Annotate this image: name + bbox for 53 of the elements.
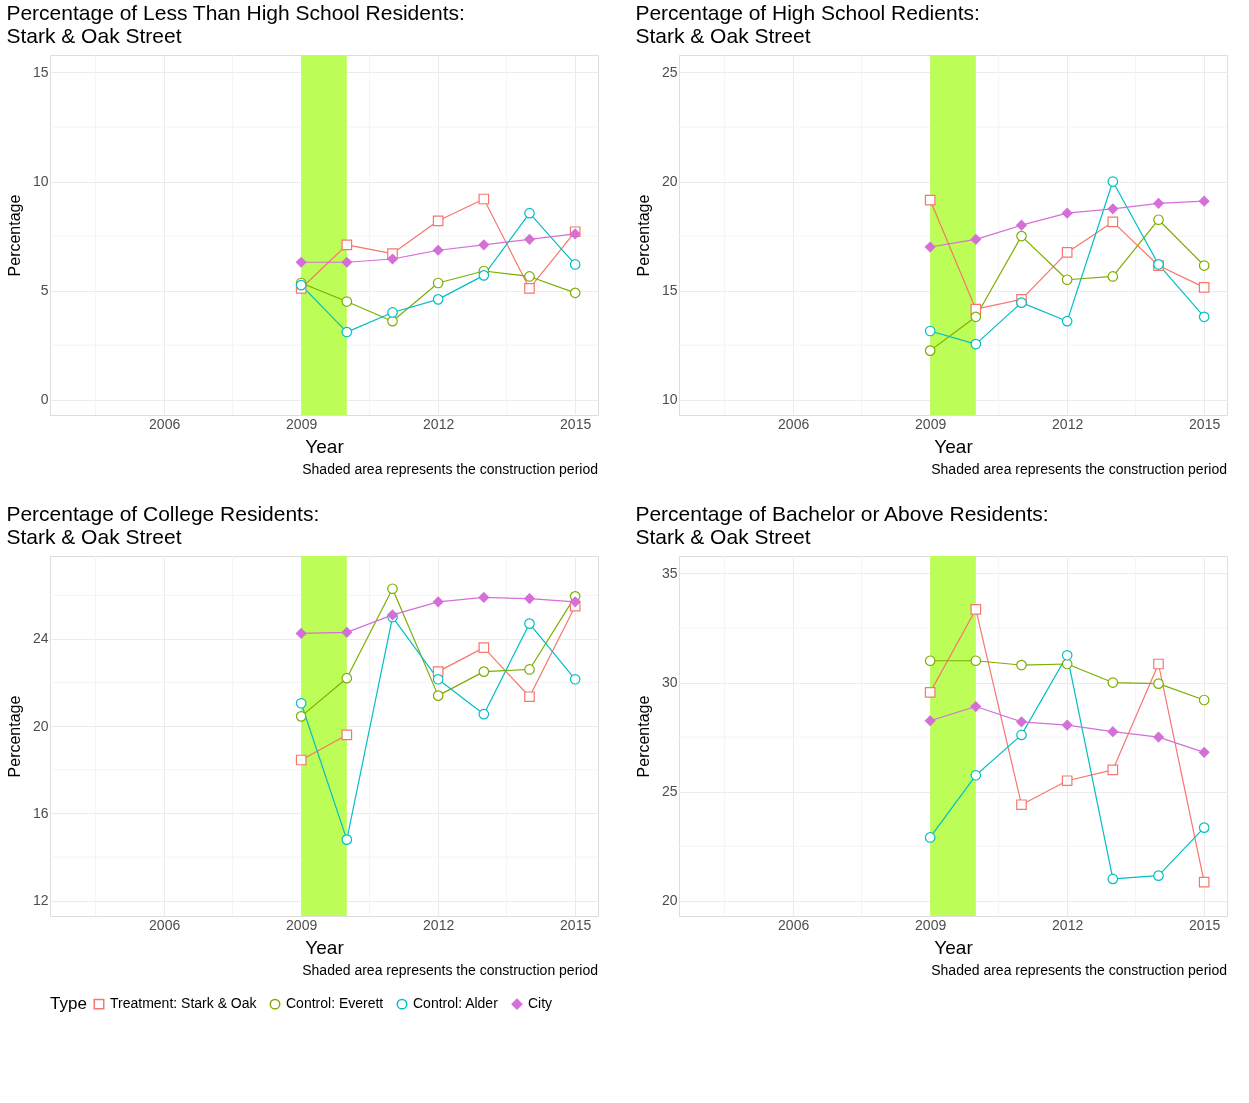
legend-label: Control: Alder <box>413 995 499 1012</box>
x-tick-label: 2012 <box>423 916 455 933</box>
x-tick-label: 2006 <box>149 916 181 933</box>
chart-title: Percentage of High School Redients: Stark & Oak Street <box>635 0 980 47</box>
y-tick-label: 20 <box>661 173 678 190</box>
x-axis-title: Year <box>934 435 974 457</box>
x-tick-label: 2015 <box>1189 415 1221 432</box>
y-tick-label: 30 <box>661 674 678 691</box>
x-tick-label: 2009 <box>286 415 318 432</box>
y-tick-label: 15 <box>32 63 49 80</box>
y-tick-label: 25 <box>661 63 678 80</box>
legend-label: City <box>528 995 553 1012</box>
x-tick-label: 2015 <box>560 415 592 432</box>
y-tick-label: 16 <box>32 804 49 821</box>
x-tick-label: 2012 <box>1052 916 1084 933</box>
x-axis-title: Year <box>305 936 345 958</box>
y-tick-label: 25 <box>661 783 678 800</box>
y-tick-label: 5 <box>40 282 49 299</box>
y-axis-title: Percentage <box>634 194 652 277</box>
chart-title: Percentage of College Residents: Stark & Oak Street <box>6 501 320 548</box>
y-tick-label: 20 <box>32 717 49 734</box>
x-tick-label: 2009 <box>286 916 318 933</box>
x-tick-label: 2006 <box>149 415 181 432</box>
x-tick-label: 2006 <box>778 916 810 933</box>
x-tick-label: 2015 <box>560 916 592 933</box>
text: Shaded area represents the construction period <box>302 962 598 978</box>
y-tick-label: 35 <box>661 564 678 581</box>
y-tick-label: 15 <box>661 282 678 299</box>
y-axis-title: Percentage <box>634 695 652 778</box>
text: Shaded area represents the construction period <box>931 461 1227 477</box>
y-tick-label: 10 <box>32 173 49 190</box>
chart-title: Percentage of Less Than High School Residents: Stark & Oak Street <box>6 0 465 47</box>
x-tick-label: 2006 <box>778 415 810 432</box>
chart-title: Percentage of Bachelor or Above Residents: Stark & Oak Street <box>635 501 1049 548</box>
legend-label: Treatment: Stark & Oak <box>110 995 258 1012</box>
y-axis-title: Percentage <box>5 695 23 778</box>
x-tick-label: 2012 <box>1052 415 1084 432</box>
x-tick-label: 2012 <box>423 415 455 432</box>
y-tick-label: 20 <box>661 892 678 909</box>
y-axis-title: Percentage <box>5 194 23 277</box>
x-axis-title: Year <box>305 435 345 457</box>
y-tick-label: 12 <box>32 892 49 909</box>
legend-title: Type <box>50 994 87 1013</box>
y-tick-label: 0 <box>40 391 49 408</box>
x-axis-title: Year <box>934 936 974 958</box>
x-tick-label: 2009 <box>915 415 947 432</box>
x-tick-label: 2009 <box>915 916 947 933</box>
y-tick-label: 10 <box>661 391 678 408</box>
text: Shaded area represents the construction period <box>931 962 1227 978</box>
y-tick-label: 24 <box>32 630 49 647</box>
x-tick-label: 2015 <box>1189 916 1221 933</box>
legend-label: Control: Everett <box>286 995 384 1012</box>
text: Shaded area represents the construction period <box>302 461 598 477</box>
